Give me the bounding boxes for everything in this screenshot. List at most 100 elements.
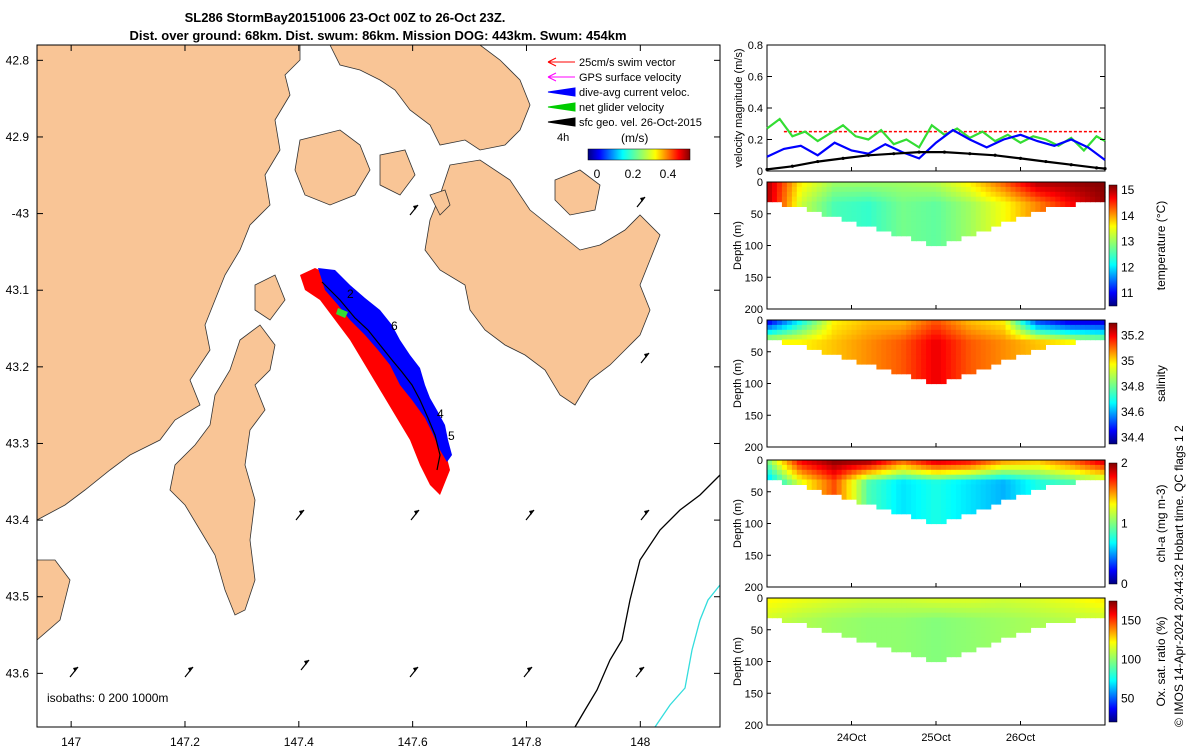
section-cell (931, 211, 937, 217)
section-ylabel: Depth (m) (732, 221, 744, 270)
section-cell (826, 329, 833, 336)
section-cell (1005, 211, 1012, 217)
section-cell (965, 642, 972, 648)
section-cell (985, 226, 992, 232)
section-cell (1040, 474, 1046, 481)
section-cell (801, 201, 808, 207)
section-cell (896, 617, 902, 623)
section-cell (1005, 329, 1012, 336)
map-x-axis: 147 147.2 147.4 147.6 147.8 148 (61, 45, 651, 749)
section-cell (876, 201, 882, 207)
section-cell (921, 221, 927, 227)
section-cell (901, 354, 907, 360)
section-cell (921, 632, 927, 638)
section-cell (975, 642, 982, 648)
section-cell (901, 622, 907, 628)
section-cell (901, 334, 907, 341)
section-cell (1040, 622, 1046, 628)
section-cell (851, 329, 858, 336)
section-cell (931, 354, 937, 360)
section-cell (936, 364, 942, 370)
section-cell (1010, 598, 1017, 604)
section-cell (995, 494, 1002, 500)
section-cell (970, 196, 977, 203)
section-cell (995, 489, 1002, 495)
section-cell (866, 632, 872, 638)
section-cell (921, 216, 927, 222)
section-cell (906, 464, 912, 471)
section-cell (796, 469, 803, 476)
section-cell (836, 474, 843, 481)
section-cell (876, 344, 882, 350)
section-cell (891, 622, 897, 628)
section-cell (916, 479, 922, 485)
section-cell (767, 191, 773, 198)
section-cell (886, 479, 892, 485)
section-cell (772, 474, 778, 481)
section-cell (926, 373, 932, 380)
section-cell (781, 474, 788, 481)
legend-item: GPS surface velocity (547, 72, 682, 84)
section-cell (950, 349, 957, 355)
section-cell (831, 344, 838, 350)
section-cell (955, 479, 962, 485)
section-cell (841, 607, 848, 614)
section-cell (891, 216, 897, 222)
section-cell (965, 329, 972, 336)
section-cell (786, 339, 793, 345)
section-cell (841, 460, 848, 466)
section-cell (916, 226, 922, 232)
section-cell (911, 182, 917, 188)
section-cell (851, 196, 858, 203)
section-cell (1025, 324, 1032, 331)
section-cell (1005, 334, 1012, 341)
section-cell (891, 196, 897, 203)
section-cell (866, 617, 872, 623)
section-cell (980, 464, 987, 471)
section-cell (1040, 602, 1046, 609)
section-cell (941, 518, 947, 525)
section-cell (975, 186, 982, 193)
section-cell (950, 344, 957, 350)
section-cell (916, 627, 922, 633)
section-cell (916, 186, 922, 193)
section-cell (1090, 324, 1096, 331)
section-cell (881, 504, 887, 510)
section-cell (831, 206, 838, 212)
section-cell (836, 484, 843, 490)
section-cell (1025, 206, 1032, 212)
section-cell (1045, 191, 1051, 198)
section-cell (1035, 329, 1041, 336)
section-cell (1060, 460, 1066, 466)
section-cell (1015, 324, 1022, 331)
section-cell (970, 334, 977, 341)
section-cell (1015, 612, 1022, 619)
section-cell (960, 602, 967, 609)
section-cell (1040, 339, 1046, 345)
section-cell (876, 489, 882, 495)
section-cell (776, 612, 783, 619)
section-cell (1065, 460, 1071, 466)
section-cell (1055, 324, 1061, 331)
section-cell (931, 469, 937, 476)
section-cell (941, 646, 947, 653)
section-cell (926, 602, 932, 609)
section-cell (891, 632, 897, 638)
section-cell (786, 602, 793, 609)
section-cell (906, 646, 912, 653)
section-cell (1045, 469, 1051, 476)
sfc-arrow-head (527, 667, 532, 672)
section-cell (955, 464, 962, 471)
section-cell (990, 196, 997, 203)
section-cell (931, 378, 937, 385)
section-cell (1035, 196, 1041, 203)
section-cell (931, 499, 937, 505)
section-cell (955, 637, 962, 643)
section-cell (1035, 479, 1041, 485)
section-cell (791, 460, 798, 466)
section-cell (955, 221, 962, 227)
section-cell (1065, 191, 1071, 198)
section-cell (841, 206, 848, 212)
section-cell (955, 364, 962, 370)
section-cell (886, 334, 892, 341)
